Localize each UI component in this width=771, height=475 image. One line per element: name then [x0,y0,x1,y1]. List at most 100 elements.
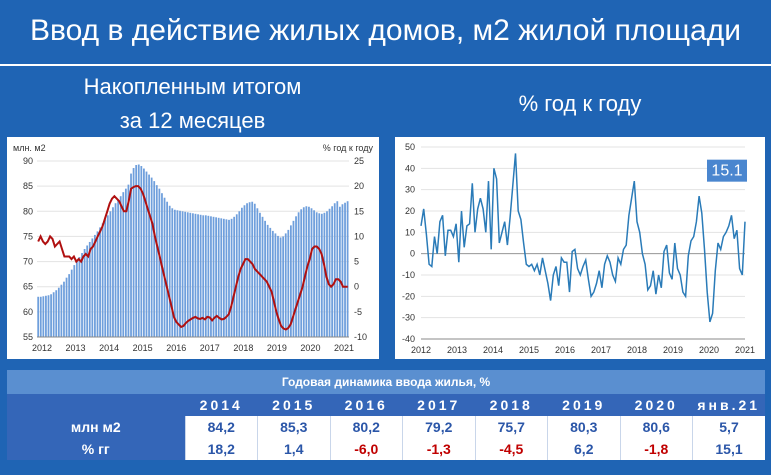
x-tick-label: 2015 [519,345,539,355]
bar [279,237,282,337]
year-header: 2019 [547,394,620,416]
y-tick-label: -40 [402,334,415,344]
bar [266,224,269,337]
table-header: Годовая динамика ввода жилья, % [7,370,765,394]
table-cell: 6,2 [547,438,620,460]
bar [179,210,181,337]
bar [73,265,76,337]
table-cell: -1,3 [402,438,475,460]
bar [50,294,52,337]
year-header: 2020 [620,394,693,416]
bar [197,214,199,337]
bar [132,168,135,337]
bar [228,219,230,337]
y-tick-label: 40 [405,163,415,173]
bar [150,177,153,337]
bar [39,296,42,337]
bar [171,208,174,337]
bar [284,233,287,337]
last-value-label: 15.1 [711,163,742,180]
bar [274,233,277,337]
bar [168,205,171,337]
bar [155,185,158,337]
bar [163,197,166,337]
table-cell: 80,6 [619,416,693,438]
left-tick-label: 65 [23,282,33,292]
bar [83,249,86,337]
left-tick-label: 80 [23,206,33,216]
yoy-line [420,153,746,323]
bar [271,230,274,337]
bar [277,235,279,337]
bar [326,211,328,337]
x-tick-label: 2020 [300,343,320,353]
bar [295,216,297,337]
bar [292,220,295,337]
left-tick-label: 85 [23,181,33,191]
table-corner [7,394,185,416]
year-header: янв.21 [692,394,765,416]
x-tick-label: 2021 [735,345,755,355]
subtitle-left: Накопленным итогом за 12 месяцев [20,70,365,138]
x-tick-label: 2012 [411,345,431,355]
table-cell: 15,1 [692,438,765,460]
bar [117,199,120,337]
bar [207,215,210,337]
y-tick-label: 20 [405,206,415,216]
bar [248,202,251,337]
bar [184,211,187,337]
cumulative-chart: млн. м2 % год к году 55 60 65 70 75 80 85 90 -10 -5… [13,143,374,353]
bar [181,211,184,337]
right-tick-label: 5 [354,257,359,267]
x-tick-label: 2017 [591,345,611,355]
bar [308,206,310,337]
bar [94,234,96,337]
x-tick-label: 2015 [133,343,153,353]
table-cell: -6,0 [329,438,403,460]
x-tick-label: 2013 [447,345,467,355]
year-header: 2017 [402,394,475,416]
table-cell: 1,4 [257,438,330,460]
bar [310,208,313,337]
bar [52,292,55,337]
bar [122,192,125,337]
left-tick-label: 90 [23,156,33,166]
bar [210,216,212,337]
table-cell: 84,2 [184,416,258,438]
bar [166,201,169,337]
table-cell: 18,2 [184,438,258,460]
bar [60,284,63,337]
bar [331,206,334,337]
bar [313,210,315,337]
row-label: % гг [7,438,185,460]
subtitle-left-line-1: Накопленным итогом [83,74,302,99]
bar [217,217,220,337]
table-cell: -1,8 [619,438,693,460]
bar [235,214,238,337]
x-tick-label: 2017 [200,343,220,353]
bar [68,274,71,337]
bar [300,209,303,337]
year-header: 2018 [475,394,548,416]
bar [65,277,68,337]
table-cell: 80,2 [329,416,403,438]
bar [302,207,305,337]
bar [215,217,217,337]
x-tick-label: 2019 [663,345,683,355]
right-axis-label: % год к году [323,143,374,153]
bar [124,188,127,337]
bar [75,261,78,337]
bar [230,218,233,337]
right-tick-label: 0 [354,282,359,292]
last-value-badge [707,159,747,182]
year-header: 2015 [257,394,330,416]
right-tick-label: 25 [354,156,364,166]
subtitle-left-line-2: за 12 месяцев [119,108,266,133]
right-tick-label: 10 [354,231,364,241]
bar [148,174,150,337]
y-tick-label: -30 [402,313,415,323]
bar [127,184,130,337]
x-tick-label: 2020 [699,345,719,355]
left-axis-label: млн. м2 [13,143,46,153]
